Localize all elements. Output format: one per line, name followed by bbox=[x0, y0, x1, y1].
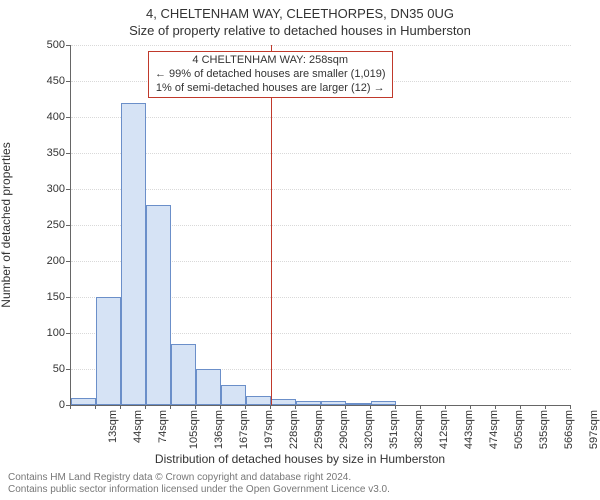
x-tick-label: 44sqm bbox=[132, 410, 144, 443]
x-tick-label: 74sqm bbox=[157, 410, 169, 443]
x-tick-mark bbox=[95, 405, 96, 409]
x-tick-mark bbox=[470, 405, 471, 409]
x-tick-mark bbox=[70, 405, 71, 409]
histogram-bar bbox=[196, 369, 221, 405]
x-tick-mark bbox=[195, 405, 196, 409]
x-tick-label: 259sqm bbox=[313, 410, 325, 449]
annotation-line-2: ← 99% of detached houses are smaller (1,… bbox=[155, 68, 386, 82]
footer-line-1: Contains HM Land Registry data © Crown c… bbox=[8, 472, 390, 484]
histogram-bar bbox=[371, 401, 396, 405]
x-axis-label: Distribution of detached houses by size … bbox=[0, 452, 600, 466]
x-tick-label: 443sqm bbox=[463, 410, 475, 449]
histogram-bar bbox=[171, 344, 196, 405]
y-axis-label: Number of detached properties bbox=[0, 60, 13, 225]
x-tick-mark bbox=[395, 405, 396, 409]
x-tick-label: 167sqm bbox=[238, 410, 250, 449]
x-tick-label: 197sqm bbox=[263, 410, 275, 449]
y-tick-label: 150 bbox=[25, 291, 65, 303]
y-tick-mark bbox=[66, 333, 70, 334]
annotation-line-3: 1% of semi-detached houses are larger (1… bbox=[155, 82, 386, 96]
x-tick-label: 412sqm bbox=[438, 410, 450, 449]
y-tick-mark bbox=[66, 117, 70, 118]
y-tick-label: 50 bbox=[25, 363, 65, 375]
x-tick-label: 505sqm bbox=[513, 410, 525, 449]
y-tick-label: 450 bbox=[25, 75, 65, 87]
histogram-bar bbox=[321, 401, 346, 405]
y-tick-mark bbox=[66, 189, 70, 190]
y-tick-mark bbox=[66, 225, 70, 226]
histogram-bar bbox=[146, 205, 171, 405]
x-tick-label: 136sqm bbox=[213, 410, 225, 449]
x-tick-mark bbox=[345, 405, 346, 409]
y-tick-label: 300 bbox=[25, 183, 65, 195]
x-tick-mark bbox=[495, 405, 496, 409]
x-tick-label: 351sqm bbox=[388, 410, 400, 449]
x-tick-mark bbox=[570, 405, 571, 409]
y-tick-label: 100 bbox=[25, 327, 65, 339]
histogram-bar bbox=[121, 103, 146, 405]
x-tick-mark bbox=[420, 405, 421, 409]
x-tick-mark bbox=[320, 405, 321, 409]
x-tick-mark bbox=[445, 405, 446, 409]
footer-line-2: Contains public sector information licen… bbox=[8, 484, 390, 496]
x-tick-label: 382sqm bbox=[413, 410, 425, 449]
bars-group bbox=[71, 45, 571, 405]
x-tick-label: 320sqm bbox=[363, 410, 375, 449]
reference-annotation: 4 CHELTENHAM WAY: 258sqm ← 99% of detach… bbox=[148, 51, 393, 98]
histogram-bar bbox=[96, 297, 121, 405]
y-tick-label: 0 bbox=[25, 399, 65, 411]
histogram-bar bbox=[296, 401, 321, 405]
x-tick-label: 535sqm bbox=[538, 410, 550, 449]
y-tick-mark bbox=[66, 45, 70, 46]
x-tick-mark bbox=[245, 405, 246, 409]
y-tick-label: 200 bbox=[25, 255, 65, 267]
y-tick-label: 400 bbox=[25, 111, 65, 123]
y-tick-label: 250 bbox=[25, 219, 65, 231]
histogram-bar bbox=[346, 403, 371, 405]
footer-attribution: Contains HM Land Registry data © Crown c… bbox=[8, 472, 390, 496]
x-tick-label: 597sqm bbox=[588, 410, 600, 449]
x-tick-label: 290sqm bbox=[338, 410, 350, 449]
histogram-bar bbox=[71, 398, 96, 405]
x-tick-mark bbox=[520, 405, 521, 409]
y-tick-mark bbox=[66, 153, 70, 154]
x-tick-mark bbox=[370, 405, 371, 409]
x-tick-mark bbox=[270, 405, 271, 409]
y-tick-mark bbox=[66, 81, 70, 82]
y-tick-label: 500 bbox=[25, 39, 65, 51]
x-tick-label: 566sqm bbox=[563, 410, 575, 449]
chart-title-address: 4, CHELTENHAM WAY, CLEETHORPES, DN35 0UG bbox=[0, 6, 600, 21]
y-tick-label: 350 bbox=[25, 147, 65, 159]
x-tick-label: 228sqm bbox=[288, 410, 300, 449]
x-tick-mark bbox=[545, 405, 546, 409]
y-tick-mark bbox=[66, 369, 70, 370]
histogram-bar bbox=[246, 396, 271, 405]
y-tick-mark bbox=[66, 261, 70, 262]
y-tick-mark bbox=[66, 297, 70, 298]
x-tick-label: 13sqm bbox=[107, 410, 119, 443]
x-tick-mark bbox=[295, 405, 296, 409]
histogram-bar bbox=[221, 385, 246, 405]
reference-line bbox=[271, 45, 272, 405]
histogram-bar bbox=[271, 399, 296, 405]
x-tick-label: 474sqm bbox=[488, 410, 500, 449]
x-tick-label: 105sqm bbox=[188, 410, 200, 449]
x-tick-mark bbox=[170, 405, 171, 409]
x-tick-mark bbox=[145, 405, 146, 409]
x-tick-mark bbox=[120, 405, 121, 409]
x-tick-mark bbox=[220, 405, 221, 409]
chart-title-subtitle: Size of property relative to detached ho… bbox=[0, 23, 600, 38]
plot-area: 4 CHELTENHAM WAY: 258sqm ← 99% of detach… bbox=[70, 45, 571, 406]
annotation-line-1: 4 CHELTENHAM WAY: 258sqm bbox=[155, 54, 386, 68]
